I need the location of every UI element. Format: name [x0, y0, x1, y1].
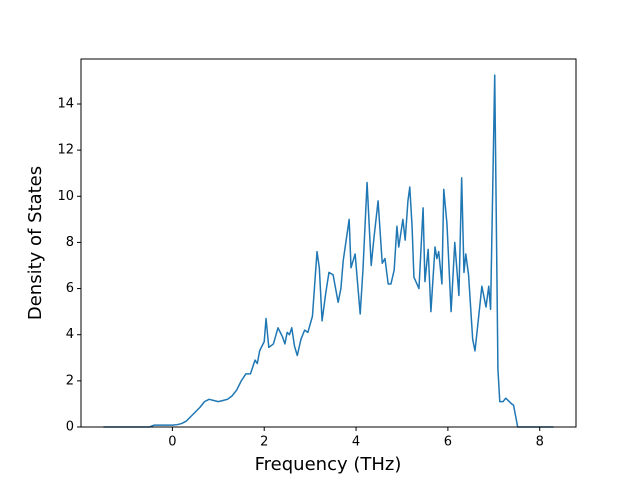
plot-area — [103, 74, 554, 428]
y-tick-label: 0 — [66, 420, 74, 435]
x-tick-label: 8 — [536, 435, 544, 450]
line-series — [103, 74, 554, 428]
y-tick-label: 6 — [66, 281, 74, 296]
y-tick-label: 10 — [57, 189, 74, 204]
x-tick-label: 4 — [352, 435, 360, 450]
y-tick-label: 4 — [66, 327, 74, 342]
x-tick-label: 6 — [444, 435, 452, 450]
y-tick-label: 12 — [57, 143, 74, 158]
y-axis-label: Density of States — [25, 166, 46, 320]
y-tick-label: 14 — [57, 96, 74, 111]
axes-frame — [80, 58, 577, 428]
y-tick-label: 2 — [66, 373, 74, 388]
y-tick-label: 8 — [66, 235, 74, 250]
x-tick-label: 2 — [260, 435, 268, 450]
x-axis-label: Frequency (THz) — [255, 454, 402, 475]
x-tick-label: 0 — [168, 435, 176, 450]
